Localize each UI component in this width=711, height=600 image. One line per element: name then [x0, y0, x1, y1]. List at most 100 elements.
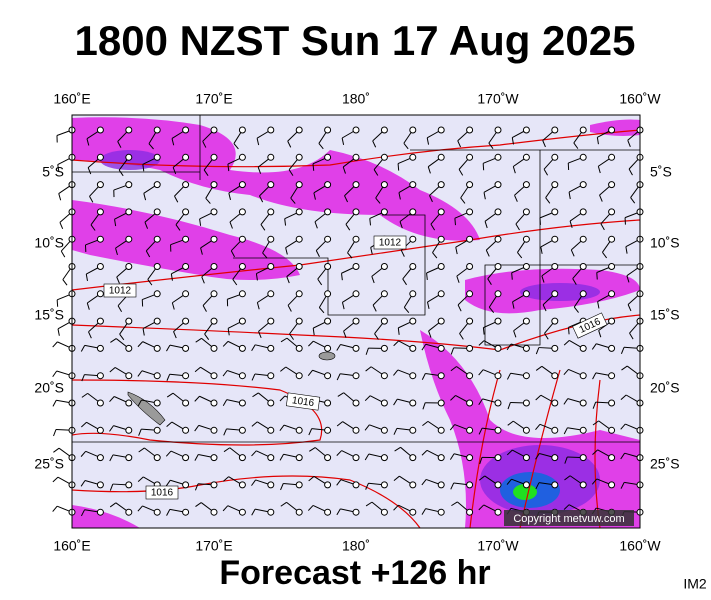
barb-feather [109, 454, 114, 462]
barb-station [182, 508, 190, 516]
barb-feather [233, 143, 239, 150]
barb-station [267, 426, 275, 434]
wind-barb [80, 508, 104, 517]
wind-barb [540, 235, 559, 254]
wind-barb [507, 399, 530, 410]
wind-barb [450, 366, 474, 380]
barb-feather [52, 341, 58, 348]
wind-barb [506, 449, 530, 462]
wind-barb [564, 475, 587, 489]
barb-station [182, 372, 190, 380]
wind-barb [421, 478, 445, 489]
land [127, 351, 336, 426]
wind-barb [624, 208, 644, 225]
barb-station [437, 126, 445, 134]
barb-feather [258, 331, 262, 339]
barb-station [494, 317, 502, 325]
barb-station [551, 126, 559, 134]
barb-station [437, 344, 445, 352]
barb-feather [450, 366, 457, 372]
barb-station [153, 317, 161, 325]
latitude-label: 25˚S [650, 456, 680, 472]
wind-barb [506, 372, 530, 380]
barb-station [125, 126, 133, 134]
barb-station [466, 317, 474, 325]
wind-barb [109, 502, 133, 516]
barb-feather [370, 247, 373, 255]
barb-feather [81, 374, 85, 382]
barb-feather [57, 328, 60, 336]
barb-station [466, 263, 474, 270]
wind-barb [260, 208, 275, 231]
barb-station [380, 372, 388, 380]
barb-feather [227, 164, 230, 172]
barb-feather [317, 278, 323, 286]
map-frame [71, 114, 641, 529]
latitude-label: 20˚S [650, 380, 680, 396]
wind-barb [142, 317, 161, 336]
barb-station [494, 235, 502, 243]
barb-station [522, 181, 530, 189]
wind-barb [166, 372, 190, 381]
wind-barb [262, 235, 275, 259]
barb-feather [80, 345, 86, 352]
barb-feather [400, 250, 405, 257]
barb-station [324, 399, 332, 407]
barb-feather [147, 279, 153, 286]
barb-feather [427, 166, 431, 174]
wind-barb [343, 317, 360, 338]
barb-feather [630, 197, 636, 204]
barb-feather [166, 344, 171, 352]
barb-station [267, 126, 275, 134]
barb-feather [58, 193, 62, 201]
wind-barb [365, 366, 388, 380]
barb-station [409, 290, 417, 298]
barb-feather [89, 196, 94, 203]
barb-station [466, 399, 474, 407]
wind-barb [229, 208, 246, 229]
wind-barb [591, 343, 616, 352]
wind-barb [280, 366, 303, 380]
wind-barb [288, 153, 303, 176]
barb-feather [626, 275, 630, 283]
barb-station [409, 481, 417, 489]
wind-barb [195, 337, 218, 352]
barb-station [324, 235, 332, 243]
wind-barb [137, 370, 161, 380]
barb-station [210, 344, 218, 352]
wind-barb [421, 372, 445, 380]
barb-feather [145, 250, 151, 258]
wind-barb [195, 502, 218, 516]
wind-barb [541, 263, 559, 283]
barb-station [579, 235, 587, 243]
barb-feather [341, 302, 345, 310]
barb-station [182, 481, 190, 489]
barb-feather [450, 395, 456, 401]
barb-feather [515, 223, 520, 231]
barb-station [182, 426, 190, 434]
longitude-labels-top: 160˚E 170˚E 180˚ 170˚W 160˚W [53, 91, 661, 107]
barb-station [579, 344, 587, 352]
barb-station [608, 372, 616, 380]
wind-barb [515, 208, 530, 231]
barb-station [295, 372, 303, 380]
wind-barb [314, 208, 332, 229]
wind-barb [511, 126, 530, 145]
barb-station [267, 454, 275, 462]
wind-barb [398, 181, 417, 200]
wind-barb [369, 208, 388, 226]
barb-feather [365, 366, 372, 372]
barb-feather [393, 340, 400, 347]
barb-feather [564, 475, 571, 481]
barb-feather [280, 337, 288, 343]
wind-barb [421, 449, 445, 462]
barb-feather [432, 252, 438, 259]
wind-barb [109, 454, 133, 462]
barb-feather [430, 223, 436, 231]
barb-station [579, 454, 587, 462]
wind-barb [110, 338, 133, 352]
barb-feather [592, 401, 597, 409]
barb-station [125, 399, 133, 407]
barb-feather [369, 218, 372, 226]
barb-feather [86, 138, 90, 146]
